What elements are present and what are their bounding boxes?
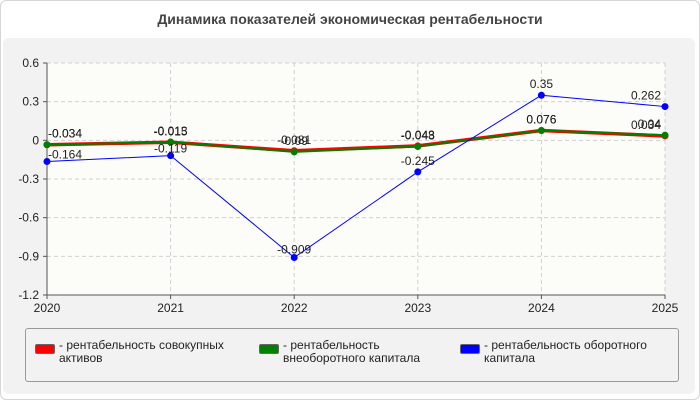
y-tick-label: -0.3 [18, 172, 39, 186]
x-tick-label: 2022 [281, 301, 308, 315]
legend-label: - рентабельность совокупных активов [59, 338, 224, 365]
data-label: -0.09 [281, 134, 309, 148]
data-point [414, 168, 422, 176]
data-label: -0.245 [401, 154, 435, 168]
y-tick-label: -0.9 [18, 249, 39, 263]
legend-label-text: рентабельность внеоборотного капитала [283, 338, 420, 365]
series-lines [43, 91, 669, 261]
data-label: -0.043 [401, 128, 435, 142]
data-label: 0.04 [638, 117, 662, 131]
y-tick-label: 0.3 [22, 95, 39, 109]
legend-label-text: рентабельность оборотного капитала [484, 338, 647, 365]
legend: - рентабельность совокупных активов - ре… [25, 328, 679, 382]
x-tick-label: 2021 [157, 301, 184, 315]
data-point [414, 143, 422, 151]
data-label: -0.034 [48, 127, 82, 141]
data-label: 0.35 [530, 77, 554, 91]
data-point [290, 253, 298, 261]
series-line [46, 94, 666, 258]
data-point [167, 138, 175, 146]
data-label: -0.015 [154, 124, 188, 138]
legend-item-working-capital[interactable]: - рентабельность оборотного капитала [460, 339, 664, 365]
y-tick-label: -0.6 [18, 211, 39, 225]
data-label: -0.119 [154, 142, 187, 156]
legend-swatch-green [259, 344, 279, 354]
data-point [43, 141, 51, 149]
data-label: -0.013 [154, 124, 188, 138]
data-point [167, 152, 175, 160]
data-point [43, 157, 51, 165]
data-point [290, 148, 298, 156]
data-point [537, 127, 545, 135]
legend-label: - рентабельность внеоборотного капитала [283, 338, 420, 365]
legend-item-noncurrent-capital[interactable]: - рентабельность внеоборотного капитала [259, 339, 463, 365]
legend-swatch-red [35, 344, 55, 354]
legend-swatch-blue [460, 344, 480, 354]
legend-label: - рентабельность оборотного капитала [484, 338, 647, 365]
data-label: 0.034 [631, 118, 661, 132]
data-label: 0.076 [526, 113, 556, 127]
data-label: 0.262 [631, 89, 661, 103]
y-tick-label: 0 [32, 133, 39, 147]
data-label: -0.034 [48, 127, 82, 141]
y-tick-label: -1.2 [18, 288, 39, 302]
data-point [661, 131, 669, 139]
chart-title: Динамика показателей экономическая рента… [157, 11, 543, 27]
legend-label-text: рентабельность совокупных активов [59, 338, 224, 365]
y-tick-label: 0.6 [22, 56, 39, 70]
data-point [537, 91, 545, 99]
data-label: 0.076 [526, 113, 556, 127]
data-label: -0.081 [277, 133, 311, 147]
x-tick-label: 2024 [528, 301, 555, 315]
legend-item-total-assets[interactable]: - рентабельность совокупных активов [35, 339, 239, 365]
x-tick-label: 2025 [652, 301, 679, 315]
data-point [661, 103, 669, 111]
x-tick-label: 2020 [34, 301, 61, 315]
series-line [46, 129, 666, 153]
data-label: -0.164 [48, 147, 82, 161]
data-label: -0.048 [401, 129, 435, 143]
x-tick-label: 2023 [404, 301, 431, 315]
data-label: -0.909 [277, 242, 311, 256]
